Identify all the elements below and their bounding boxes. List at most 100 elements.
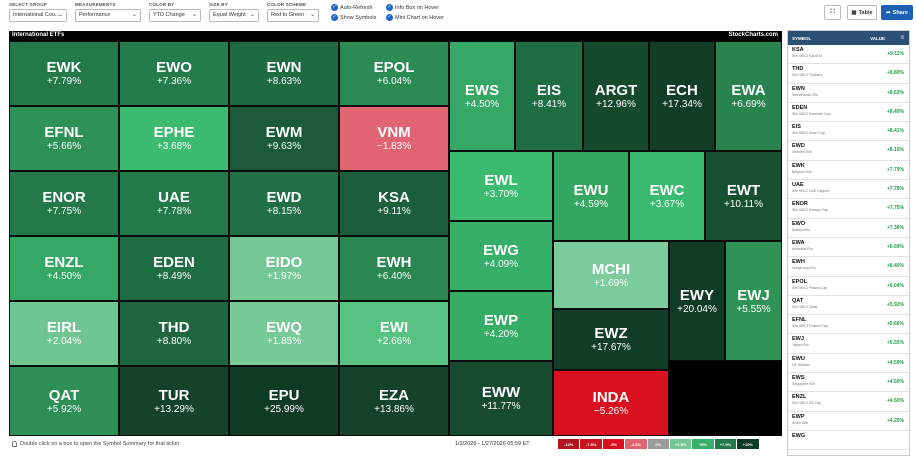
- tile-enzl[interactable]: ENZL +4.50%: [9, 236, 119, 301]
- tile-change: +12.96%: [596, 98, 636, 110]
- show-symbols-toggle[interactable]: ✓ Show Symbols: [331, 14, 376, 21]
- list-item[interactable]: EDEN iShr MSCI Denmark Cap +8.49%: [788, 103, 909, 123]
- tile-epu[interactable]: EPU +25.99%: [229, 366, 339, 436]
- tile-ephe[interactable]: EPHE +3.68%: [119, 106, 229, 171]
- tile-ewy[interactable]: EWY +20.04%: [669, 241, 725, 361]
- color-by-dropdown[interactable]: YTD Change ⌄: [149, 9, 201, 22]
- list-item[interactable]: EWK Belgium iShr +7.79%: [788, 161, 909, 181]
- tile-inda[interactable]: INDA −5.26%: [553, 370, 669, 436]
- tile-ech[interactable]: ECH +17.34%: [649, 41, 715, 151]
- list-item[interactable]: EWD Sweden iShr +8.15%: [788, 141, 909, 161]
- tile-eden[interactable]: EDEN +8.49%: [119, 236, 229, 301]
- tile-change: +13.29%: [154, 403, 194, 415]
- tile-ewo[interactable]: EWO +7.36%: [119, 41, 229, 106]
- color-scheme-dropdown[interactable]: Red to Green ⌄: [267, 9, 319, 22]
- tile-symbol: ENZL: [44, 254, 84, 271]
- tile-symbol: EPOL: [373, 59, 415, 76]
- tile-change: +5.55%: [736, 303, 771, 315]
- tile-efnl[interactable]: EFNL +5.66%: [9, 106, 119, 171]
- row-name: iShr MSCI Poland Cap: [792, 285, 828, 290]
- tile-symbol: TUR: [158, 386, 190, 404]
- size-by-dropdown[interactable]: Equal Weight ⌄: [209, 9, 259, 22]
- tile-ewc[interactable]: EWC +3.67%: [629, 151, 705, 241]
- tile-eirl[interactable]: EIRL +2.04%: [9, 301, 119, 366]
- list-item[interactable]: ENZL iShr MSCI NZ Cap +4.50%: [788, 392, 909, 412]
- list-item[interactable]: THD iShr MSCI Thailand +8.80%: [788, 64, 909, 84]
- list-item[interactable]: KSA iShr MSCI Saudi Ar +9.11%: [788, 45, 909, 65]
- tile-mchi[interactable]: MCHI +1.69%: [553, 241, 669, 309]
- tile-qat[interactable]: QAT +5.92%: [9, 366, 119, 436]
- tile-change: +1.97%: [266, 271, 302, 282]
- list-item[interactable]: EWN Netherlands iShr +8.63%: [788, 84, 909, 103]
- tile-uae[interactable]: UAE +7.78%: [119, 171, 229, 236]
- auto-refresh-toggle[interactable]: ✓ Auto-Refresh: [331, 4, 372, 11]
- list-item[interactable]: QAT iShr MSCI Qatar +5.92%: [788, 296, 909, 316]
- tile-change: +4.09%: [483, 258, 519, 270]
- tile-vnm[interactable]: VNM −1.83%: [339, 106, 449, 171]
- tile-ewt[interactable]: EWT +10.11%: [705, 151, 782, 241]
- row-symbol: EWS: [792, 375, 805, 382]
- list-item[interactable]: UAE iShr MSCI UAE Capped +7.78%: [788, 180, 909, 200]
- select-group-dropdown[interactable]: International Cou... ⌄: [9, 9, 67, 22]
- tile-ewj[interactable]: EWJ +5.55%: [725, 241, 782, 361]
- menu-icon[interactable]: ≡: [900, 35, 904, 41]
- tile-enor[interactable]: ENOR +7.75%: [9, 171, 119, 236]
- mini-chart-toggle[interactable]: ✓ Mini Chart on Hover: [386, 14, 444, 21]
- list-item[interactable]: EWJ Japan iShr +5.55%: [788, 334, 909, 354]
- tile-eww[interactable]: EWW +11.77%: [449, 361, 553, 436]
- tile-ewi[interactable]: EWI +2.66%: [339, 301, 449, 366]
- tile-change: −5.26%: [593, 405, 629, 417]
- list-item[interactable]: EWG: [788, 431, 909, 451]
- tile-change: +4.50%: [464, 98, 500, 110]
- list-item[interactable]: EWU UK iShares +4.59%: [788, 354, 909, 374]
- tile-thd[interactable]: THD +8.80%: [119, 301, 229, 366]
- tile-ewk[interactable]: EWK +7.79%: [9, 41, 119, 106]
- tile-tur[interactable]: TUR +13.29%: [119, 366, 229, 436]
- table-button[interactable]: ▦ Table: [847, 5, 877, 20]
- list-item[interactable]: EWH HongKong iShr +6.40%: [788, 257, 909, 277]
- list-item[interactable]: EWA Australia iShr +6.69%: [788, 238, 909, 258]
- tile-ewl[interactable]: EWL +3.70%: [449, 151, 553, 221]
- row-symbol: EDEN: [792, 104, 808, 111]
- color-by-value: YTD Change: [153, 12, 185, 18]
- row-name: iShr MSCI Qatar: [792, 304, 818, 309]
- symbol-column-header[interactable]: SYMBOL: [792, 35, 812, 41]
- row-name: HongKong iShr: [792, 266, 816, 271]
- tile-ewm[interactable]: EWM +9.63%: [229, 106, 339, 171]
- tile-argt[interactable]: ARGT +12.96%: [583, 41, 649, 151]
- list-item[interactable]: EFNL iShr MSCI Finland Cap +5.66%: [788, 315, 909, 335]
- tile-ewh[interactable]: EWH +6.40%: [339, 236, 449, 301]
- size-by-control: SIZE BY Equal Weight ⌄: [209, 2, 259, 22]
- tile-symbol: ARGT: [594, 81, 638, 99]
- chevron-down-icon: ⌄: [309, 12, 315, 18]
- tile-ewg[interactable]: EWG +4.09%: [449, 221, 553, 291]
- fullscreen-button[interactable]: ⛶: [824, 5, 841, 20]
- info-box-toggle[interactable]: ✓ Info Box on Hover: [386, 4, 439, 11]
- tile-ksa[interactable]: KSA +9.11%: [339, 171, 449, 236]
- list-item[interactable]: EWO Austria iShr +7.36%: [788, 219, 909, 238]
- list-item[interactable]: ENOR iShr MSCI Norway Cap +7.75%: [788, 199, 909, 219]
- tile-eis[interactable]: EIS +8.41%: [515, 41, 583, 151]
- tile-ewz[interactable]: EWZ +17.67%: [553, 309, 669, 370]
- tile-ews[interactable]: EWS +4.50%: [449, 41, 515, 151]
- list-item[interactable]: EWS Singapore iShr +4.50%: [788, 373, 909, 393]
- measurements-control: MEASUREMENTS Performance ⌄: [75, 2, 141, 22]
- tile-ewu[interactable]: EWU +4.59%: [553, 151, 629, 241]
- tile-ewq[interactable]: EWQ +1.85%: [229, 301, 339, 366]
- tile-ewd[interactable]: EWD +8.15%: [229, 171, 339, 236]
- chevron-down-icon: ⌄: [57, 12, 63, 18]
- list-item[interactable]: EWP Spain iShr +4.20%: [788, 412, 909, 431]
- tile-symbol: EIS: [536, 81, 562, 99]
- list-item[interactable]: EPOL iShr MSCI Poland Cap +6.04%: [788, 277, 909, 296]
- tile-eza[interactable]: EZA +13.86%: [339, 366, 449, 436]
- tile-eido[interactable]: EIDO +1.97%: [229, 236, 339, 301]
- tile-ewn[interactable]: EWN +8.63%: [229, 41, 339, 106]
- list-item[interactable]: EIS iShr MSCI Israel Cap +8.41%: [788, 122, 909, 142]
- row-value: +5.66%: [886, 321, 904, 328]
- tile-ewp[interactable]: EWP +4.20%: [449, 291, 553, 361]
- tile-epol[interactable]: EPOL +6.04%: [339, 41, 449, 106]
- value-column-header[interactable]: VALUE: [870, 35, 885, 41]
- share-button[interactable]: ➦ Share: [881, 5, 913, 20]
- measurements-dropdown[interactable]: Performance ⌄: [75, 9, 141, 22]
- tile-ewa[interactable]: EWA +6.69%: [715, 41, 782, 151]
